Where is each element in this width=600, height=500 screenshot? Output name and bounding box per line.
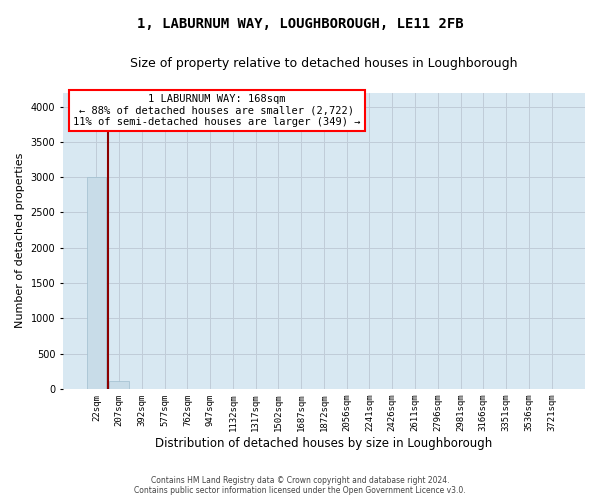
Bar <box>109 381 129 389</box>
Bar <box>86 177 106 389</box>
X-axis label: Distribution of detached houses by size in Loughborough: Distribution of detached houses by size … <box>155 437 493 450</box>
Y-axis label: Number of detached properties: Number of detached properties <box>15 153 25 328</box>
Text: 1, LABURNUM WAY, LOUGHBOROUGH, LE11 2FB: 1, LABURNUM WAY, LOUGHBOROUGH, LE11 2FB <box>137 18 463 32</box>
Text: 1 LABURNUM WAY: 168sqm
← 88% of detached houses are smaller (2,722)
11% of semi-: 1 LABURNUM WAY: 168sqm ← 88% of detached… <box>73 94 361 127</box>
Title: Size of property relative to detached houses in Loughborough: Size of property relative to detached ho… <box>130 58 518 70</box>
Text: Contains HM Land Registry data © Crown copyright and database right 2024.
Contai: Contains HM Land Registry data © Crown c… <box>134 476 466 495</box>
